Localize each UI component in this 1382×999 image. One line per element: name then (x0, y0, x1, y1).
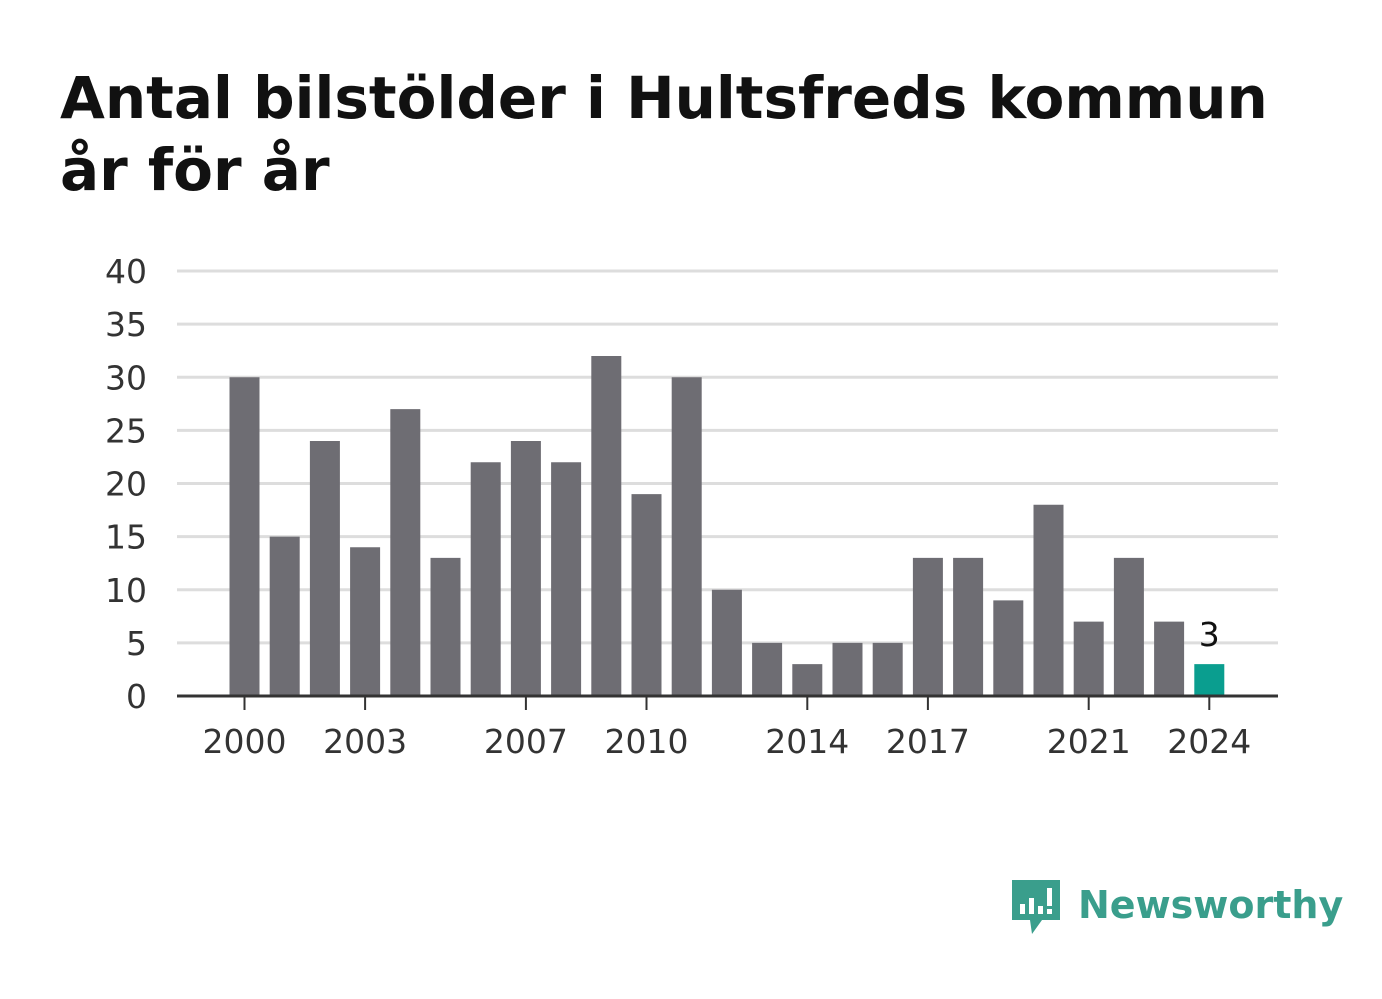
x-tick-label-2014: 2014 (765, 722, 849, 761)
x-tick-label-2021: 2021 (1047, 722, 1131, 761)
newsworthy-logo: Newsworthy (1010, 876, 1343, 942)
x-tick-label-2010: 2010 (605, 722, 689, 761)
bar-2024 (1194, 664, 1225, 696)
x-tick-label-2000: 2000 (203, 722, 287, 761)
bar-2004 (390, 409, 421, 696)
bar-2001 (269, 536, 300, 696)
x-tick-label-2003: 2003 (323, 722, 407, 761)
bar-2008 (551, 462, 582, 696)
x-tick-label-2017: 2017 (886, 722, 970, 761)
bar-2012 (711, 589, 742, 696)
bar-2011 (671, 377, 702, 696)
y-tick-label-35: 35 (105, 305, 147, 344)
bar-2002 (309, 441, 340, 696)
newsworthy-logo-icon (1012, 880, 1060, 934)
chart-title: Antal bilstölder i Hultsfreds kommun år … (60, 64, 1268, 204)
bar-2022 (1113, 557, 1144, 696)
bar-2005 (430, 557, 461, 696)
bar-2014 (792, 664, 823, 696)
axes (177, 694, 1278, 710)
bar-2007 (510, 441, 541, 696)
bar-2009 (591, 356, 622, 696)
bar-2023 (1154, 621, 1185, 696)
bar-2020 (1033, 504, 1064, 696)
gridlines (177, 269, 1278, 645)
y-tick-label-0: 0 (126, 677, 147, 716)
bar-2017 (912, 557, 943, 696)
bars (229, 356, 1225, 696)
bar-2018 (953, 557, 984, 696)
bar-2000 (229, 377, 260, 696)
bar-2013 (752, 642, 783, 696)
y-tick-label-20: 20 (105, 465, 147, 504)
y-tick-label-5: 5 (126, 624, 147, 663)
x-tick-label-2007: 2007 (484, 722, 568, 761)
bar-2016 (872, 642, 903, 696)
y-tick-label-15: 15 (105, 518, 147, 557)
bar-2003 (350, 547, 381, 696)
bar-2019 (993, 600, 1024, 696)
bar-2021 (1073, 621, 1104, 696)
y-tick-label-30: 30 (105, 358, 147, 397)
x-tick-label-2024: 2024 (1167, 722, 1251, 761)
brand-name: Newsworthy (1078, 883, 1344, 927)
y-tick-label-40: 40 (105, 252, 147, 291)
bar-2015 (832, 642, 863, 696)
labels: 0 5 10 15 20 25 30 35 40 2000 2003 2007 2010 2014 2017… (105, 252, 1251, 761)
y-tick-label-25: 25 (105, 411, 147, 450)
bar-2006 (470, 462, 501, 696)
data-label-2024: 3 (1199, 615, 1220, 654)
bar-2010 (631, 494, 662, 696)
y-tick-label-10: 10 (105, 571, 147, 610)
